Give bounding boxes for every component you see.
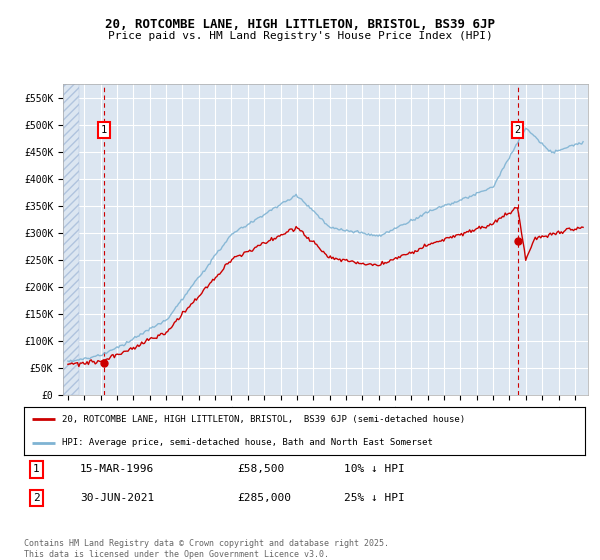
Text: HPI: Average price, semi-detached house, Bath and North East Somerset: HPI: Average price, semi-detached house,… [62, 438, 433, 447]
Text: £285,000: £285,000 [237, 493, 291, 503]
Text: 25% ↓ HPI: 25% ↓ HPI [344, 493, 404, 503]
Text: 30-JUN-2021: 30-JUN-2021 [80, 493, 154, 503]
Text: 15-MAR-1996: 15-MAR-1996 [80, 464, 154, 474]
Polygon shape [63, 84, 79, 395]
Text: 2: 2 [33, 493, 40, 503]
Text: 20, ROTCOMBE LANE, HIGH LITTLETON, BRISTOL,  BS39 6JP (semi-detached house): 20, ROTCOMBE LANE, HIGH LITTLETON, BRIST… [62, 414, 465, 423]
Text: 20, ROTCOMBE LANE, HIGH LITTLETON, BRISTOL, BS39 6JP: 20, ROTCOMBE LANE, HIGH LITTLETON, BRIST… [105, 18, 495, 31]
Text: 1: 1 [33, 464, 40, 474]
Text: 2: 2 [515, 125, 521, 135]
Text: 10% ↓ HPI: 10% ↓ HPI [344, 464, 404, 474]
Text: Price paid vs. HM Land Registry's House Price Index (HPI): Price paid vs. HM Land Registry's House … [107, 31, 493, 41]
Text: Contains HM Land Registry data © Crown copyright and database right 2025.
This d: Contains HM Land Registry data © Crown c… [24, 539, 389, 559]
Text: 1: 1 [101, 125, 107, 135]
Text: £58,500: £58,500 [237, 464, 284, 474]
